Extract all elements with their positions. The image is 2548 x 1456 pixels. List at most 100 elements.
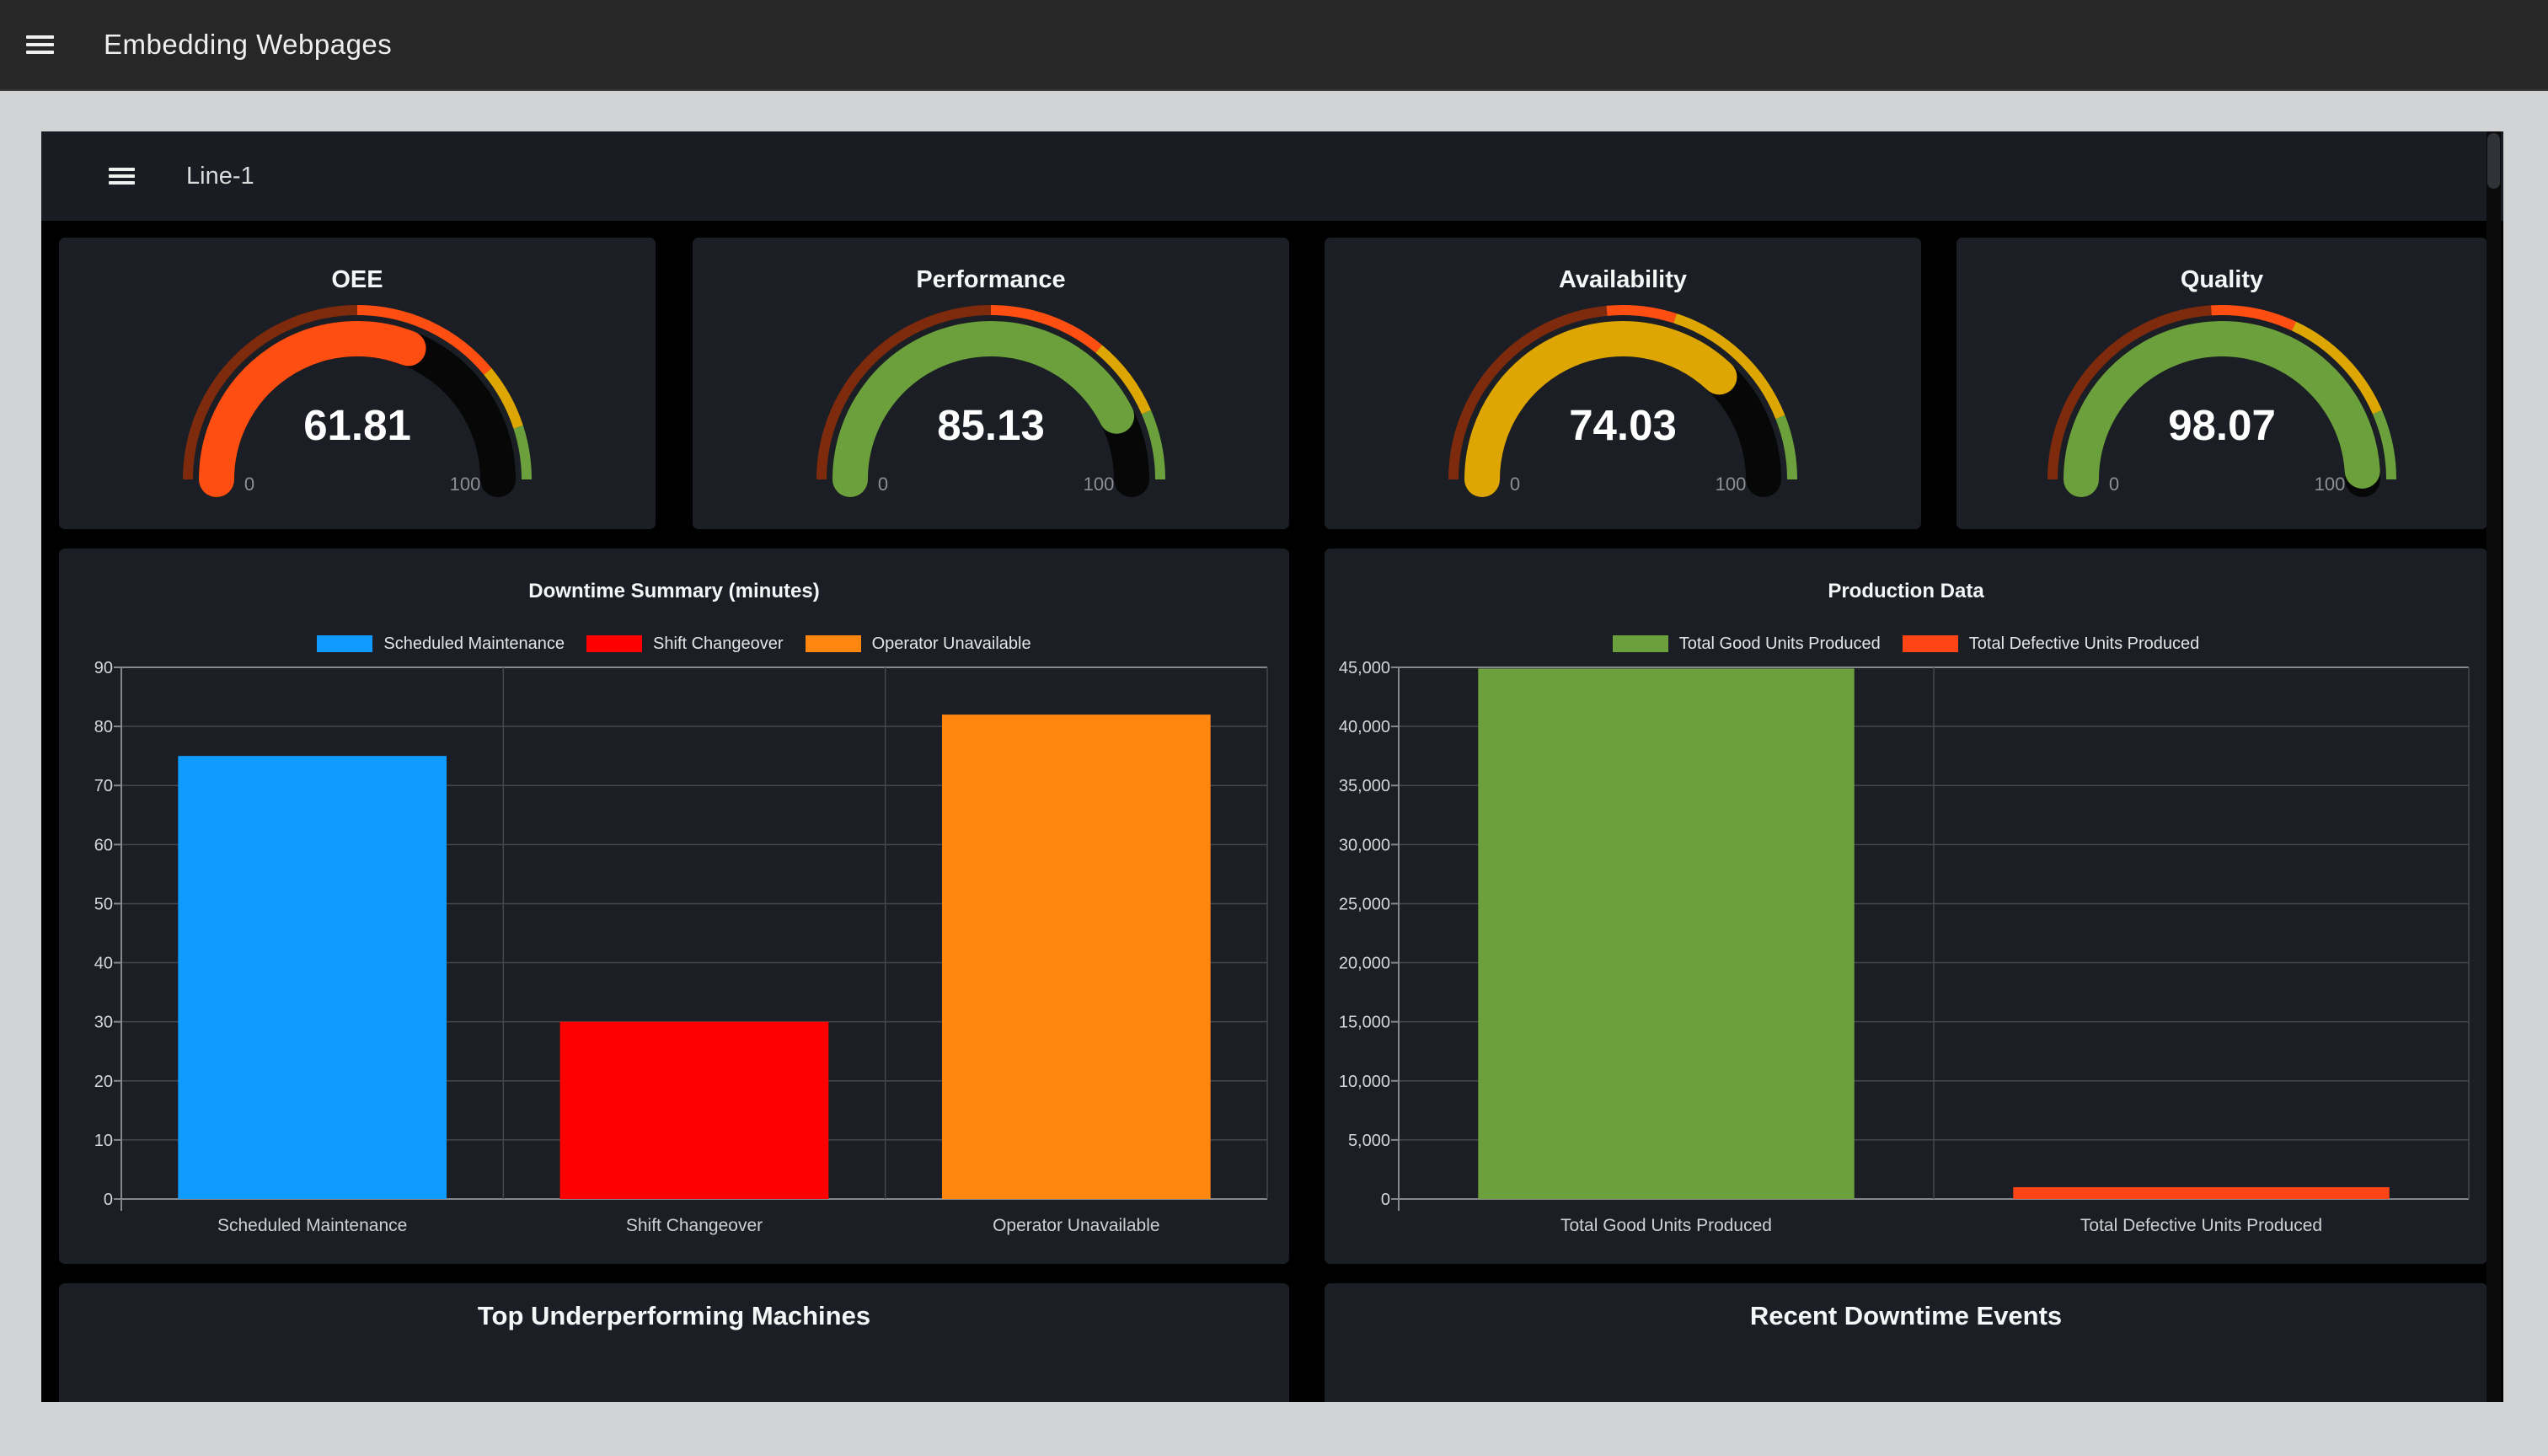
x-category-label: Total Good Units Produced — [1560, 1216, 1772, 1235]
x-category-label: Scheduled Maintenance — [217, 1216, 407, 1235]
gauge-max-label: 100 — [1716, 474, 1747, 495]
gauge-threshold-band — [484, 368, 523, 429]
bar[interactable] — [559, 1021, 829, 1199]
bar[interactable] — [178, 756, 447, 1199]
menu-bar — [26, 51, 54, 54]
bar[interactable] — [1478, 668, 1855, 1199]
dashboard-menu-icon[interactable] — [109, 168, 135, 185]
quality-gauge: 98.07 0 100 — [2048, 305, 2396, 497]
scrollbar-thumb[interactable] — [2487, 133, 2500, 189]
menu-bar — [26, 35, 54, 39]
panel-title: OEE — [331, 266, 383, 293]
x-category-label: Operator Unavailable — [993, 1216, 1159, 1235]
panel-downtime-summary: Downtime Summary (minutes) Scheduled Mai… — [59, 549, 1289, 1264]
gauge-threshold-band — [2211, 305, 2297, 331]
y-tick-label: 30 — [94, 1014, 113, 1032]
y-tick-label: 40 — [94, 955, 113, 973]
y-tick-label: 60 — [94, 836, 113, 854]
legend-swatch — [1612, 635, 1668, 652]
legend-label: Shift Changeover — [653, 634, 784, 653]
gauge-min-label: 0 — [878, 474, 888, 495]
y-tick-label: 0 — [104, 1191, 113, 1209]
gauge-threshold-band — [816, 305, 992, 480]
app-title: Embedding Webpages — [104, 29, 393, 60]
menu-bar — [26, 43, 54, 46]
gauge-threshold-band — [1775, 415, 1797, 480]
gauge-value-arc — [1464, 321, 1737, 497]
gauge-threshold-band — [1448, 305, 1608, 480]
y-tick-label: 80 — [94, 718, 113, 736]
gauge-value-arc — [199, 321, 426, 497]
legend-item[interactable]: Scheduled Maintenance — [317, 634, 565, 654]
legend-swatch — [317, 635, 373, 652]
legend-item[interactable]: Total Good Units Produced — [1612, 634, 1881, 654]
panel-recent-downtime-events: Recent Downtime Events — [1325, 1283, 2487, 1402]
panel-title: Availability — [1558, 266, 1688, 293]
gauge-value: 98.07 — [2168, 401, 2276, 449]
legend-label: Total Defective Units Produced — [1968, 634, 2200, 653]
y-tick-label: 10,000 — [1339, 1073, 1390, 1091]
gauge-threshold-band — [1095, 345, 1151, 415]
production-data-chart: 0 5,000 10,000 15,000 20,000 25,000 30,000 35,0… — [1339, 659, 2470, 1235]
legend-item[interactable]: Shift Changeover — [586, 634, 784, 654]
gauge-value-arc — [832, 321, 1135, 497]
panel-title: Recent Downtime Events — [1749, 1301, 2063, 1330]
panel-title: Top Underperforming Machines — [477, 1301, 871, 1330]
gauge-value: 74.03 — [1569, 401, 1677, 449]
dashboard-title: Line-1 — [186, 162, 254, 190]
panel-title: Performance — [916, 266, 1066, 293]
menu-bar — [109, 174, 135, 178]
gauge-value: 85.13 — [937, 401, 1045, 449]
chart-title: Downtime Summary (minutes) — [528, 580, 820, 602]
availability-gauge: 74.03 0 100 — [1448, 305, 1797, 497]
chart-legend: Total Good Units Produced Total Defective… — [1325, 629, 2487, 659]
oee-gauge: 61.81 0 100 — [183, 305, 532, 497]
gauge-min-label: 0 — [2109, 474, 2119, 495]
legend-item[interactable]: Operator Unavailable — [805, 634, 1031, 654]
gauge-max-label: 100 — [450, 474, 481, 495]
legend-label: Total Good Units Produced — [1678, 634, 1881, 653]
y-tick-label: 30,000 — [1339, 836, 1390, 854]
y-tick-label: 5,000 — [1348, 1132, 1390, 1150]
panel-production-data: Production Data Total Good Units Produce… — [1325, 549, 2487, 1264]
bar[interactable] — [941, 715, 1211, 1199]
gauge-threshold-band — [2372, 410, 2396, 480]
panel-title: Quality — [2180, 266, 2264, 293]
scrollbar-track[interactable] — [2486, 131, 2501, 1402]
gauge-threshold-band — [183, 305, 358, 480]
page-background: Line-1 OEE 61.81 0 100 Performance 85.13 0 1… — [0, 91, 2548, 1456]
y-tick-label: 50 — [94, 895, 113, 913]
menu-bar — [109, 181, 135, 185]
gauge-value: 61.81 — [303, 401, 411, 449]
menu-icon[interactable] — [26, 35, 54, 54]
menu-bar — [109, 168, 135, 171]
bar[interactable] — [2013, 1186, 2390, 1199]
legend-label: Operator Unavailable — [871, 634, 1031, 653]
y-tick-label: 15,000 — [1339, 1014, 1390, 1032]
y-tick-label: 20,000 — [1339, 955, 1390, 973]
gauge-threshold-band — [356, 305, 492, 375]
performance-gauge: 85.13 0 100 — [816, 305, 1165, 497]
dashboard-header: Line-1 — [41, 131, 2503, 221]
gauge-threshold-band — [513, 426, 532, 480]
gauge-max-label: 100 — [2315, 474, 2346, 495]
legend-swatch — [1902, 635, 1958, 652]
chart-legend: Scheduled Maintenance Shift Changeover Ope… — [59, 629, 1289, 659]
panel-quality: Quality 98.07 0 100 — [1956, 238, 2487, 529]
gauge-threshold-band — [1606, 305, 1677, 324]
dashboard-embed: Line-1 OEE 61.81 0 100 Performance 85.13 0 1… — [41, 131, 2503, 1402]
legend-swatch — [586, 635, 643, 652]
y-tick-label: 25,000 — [1339, 895, 1390, 913]
panel-availability: Availability 74.03 0 100 — [1325, 238, 1921, 529]
panel-top-underperforming-machines: Top Underperforming Machines — [59, 1283, 1289, 1402]
y-tick-label: 10 — [94, 1132, 113, 1150]
gauge-min-label: 0 — [244, 474, 254, 495]
legend-item[interactable]: Total Defective Units Produced — [1902, 634, 2200, 654]
y-tick-label: 35,000 — [1339, 777, 1390, 795]
x-category-label: Total Defective Units Produced — [2080, 1216, 2322, 1235]
gauge-threshold-band — [1141, 410, 1165, 480]
chart-title: Production Data — [1828, 580, 1984, 602]
gauge-threshold-band — [2292, 321, 2382, 415]
y-tick-label: 40,000 — [1339, 718, 1390, 736]
gauge-value-arc — [2064, 321, 2380, 497]
